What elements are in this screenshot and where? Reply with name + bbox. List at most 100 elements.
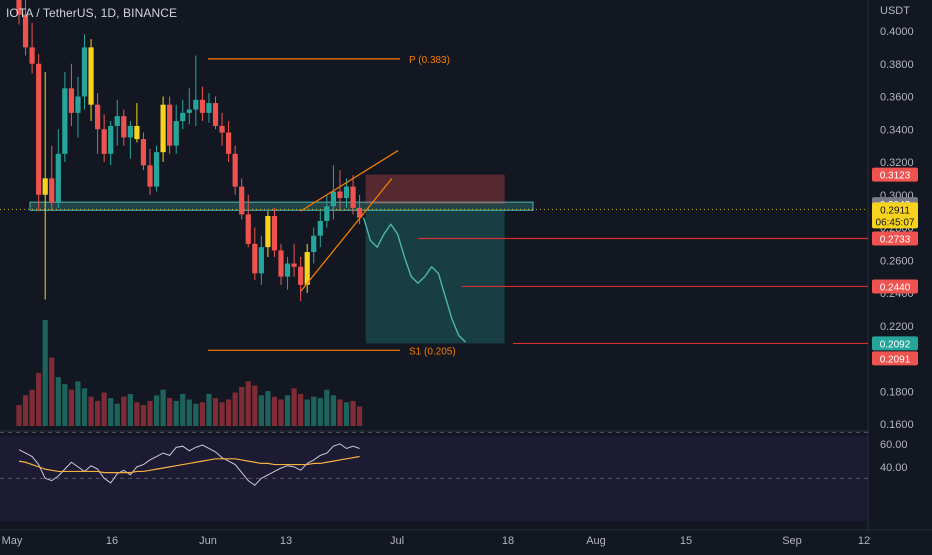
candle-body <box>226 132 232 154</box>
candle-body <box>311 235 317 253</box>
candle-body <box>298 266 304 285</box>
candle-body <box>167 104 173 146</box>
current-badge-bg <box>872 202 918 229</box>
candle-body <box>193 99 199 110</box>
volume-bar <box>29 389 35 426</box>
volume-bar <box>199 402 205 426</box>
candle-body <box>49 178 55 203</box>
volume-bar <box>75 381 81 426</box>
pivot-label: P (0.383) <box>409 55 450 66</box>
price-tick-label: 0.3600 <box>880 92 914 104</box>
volume-bar <box>278 399 284 426</box>
candle-body <box>62 88 68 154</box>
volume-bar <box>160 389 166 426</box>
candle-body <box>278 250 284 277</box>
candle-body <box>75 96 81 113</box>
tp3-badge: 0.2092 <box>880 339 911 350</box>
stop-loss-box <box>365 174 505 205</box>
time-tick-label: 18 <box>502 535 514 547</box>
candle-body <box>291 263 297 267</box>
candle-body <box>95 104 101 130</box>
price-badges: 0.31230.29430.291106:45:070.27330.24400.… <box>872 167 918 366</box>
price-tick-label: 0.2200 <box>880 321 914 333</box>
volume-bar <box>232 392 238 426</box>
tp2-badge-bg <box>872 279 918 294</box>
candle-body <box>219 125 225 133</box>
price-tick-label: 0.2600 <box>880 255 914 267</box>
time-tick-label: Aug <box>586 535 606 547</box>
volume-bar <box>180 393 186 426</box>
time-tick-label: Jul <box>390 535 404 547</box>
stop-badge: 0.3123 <box>880 171 911 182</box>
volume-bar <box>357 406 363 426</box>
volume-bar <box>298 393 304 426</box>
candle-body <box>212 103 219 126</box>
candle-body <box>140 139 147 166</box>
volume-bar <box>16 405 22 426</box>
candle-body <box>173 121 179 146</box>
volume-bar <box>258 395 264 426</box>
volume-bar <box>206 393 212 426</box>
volume-bar <box>343 402 350 426</box>
symbol-title: IOTA / TetherUS, 1D, BINANCE <box>6 6 178 20</box>
candle-body <box>88 47 94 105</box>
volume-bar <box>271 396 278 426</box>
volume-bar <box>81 388 88 426</box>
volume-bar <box>212 398 219 426</box>
volume-bar <box>219 402 225 426</box>
candle-body <box>258 247 264 274</box>
candle-body <box>284 263 291 277</box>
take-profit-box <box>365 209 505 344</box>
volume-bar <box>140 405 147 426</box>
volume-bar <box>304 399 310 426</box>
candle-body <box>265 216 271 248</box>
candle-body <box>68 88 74 113</box>
candle-body <box>186 109 192 113</box>
wedge-lower-line <box>300 177 393 292</box>
volume-bar <box>49 357 55 426</box>
rsi-tick-label: 60.00 <box>880 439 908 451</box>
time-tick-label: May <box>2 535 23 547</box>
volume-bars <box>16 320 363 426</box>
candle-body <box>22 14 29 48</box>
candle-body <box>199 99 205 113</box>
candle-body <box>121 116 127 138</box>
axis-currency: USDT <box>880 5 910 17</box>
volume-bar <box>127 393 133 426</box>
candle-body <box>180 112 186 122</box>
volume-bar <box>239 386 245 426</box>
volume-bar <box>265 391 271 426</box>
candle-body <box>252 243 258 274</box>
volume-bar <box>311 396 317 426</box>
low-badge-bg <box>872 351 918 366</box>
price-tick-label: 0.4000 <box>880 26 914 38</box>
volume-bar <box>114 403 120 426</box>
volume-bar <box>68 389 74 426</box>
price-tick-label: 0.1800 <box>880 386 914 398</box>
price-tick-label: 0.3800 <box>880 59 914 71</box>
volume-bar <box>226 399 232 426</box>
candle-body <box>239 186 245 215</box>
candle-body <box>271 216 278 251</box>
time-tick-label: 15 <box>680 535 692 547</box>
volume-bar <box>173 400 179 426</box>
volume-bar <box>284 395 291 426</box>
time-tick-label: Jun <box>199 535 217 547</box>
candle-body <box>16 0 22 15</box>
stop-badge-bg <box>872 167 918 182</box>
volume-bar <box>101 392 107 426</box>
candle-body <box>206 103 212 113</box>
candle-body <box>324 206 330 221</box>
rsi-pane <box>0 431 868 486</box>
wedge-upper-line <box>300 149 399 212</box>
candle-body <box>232 153 238 187</box>
volume-bar <box>350 400 356 426</box>
rsi-ma-line <box>18 455 360 474</box>
volume-bar <box>42 320 48 426</box>
volume-bar <box>167 398 173 426</box>
candle-body <box>55 153 61 203</box>
candle-body <box>160 104 166 153</box>
candle-body <box>36 63 42 195</box>
